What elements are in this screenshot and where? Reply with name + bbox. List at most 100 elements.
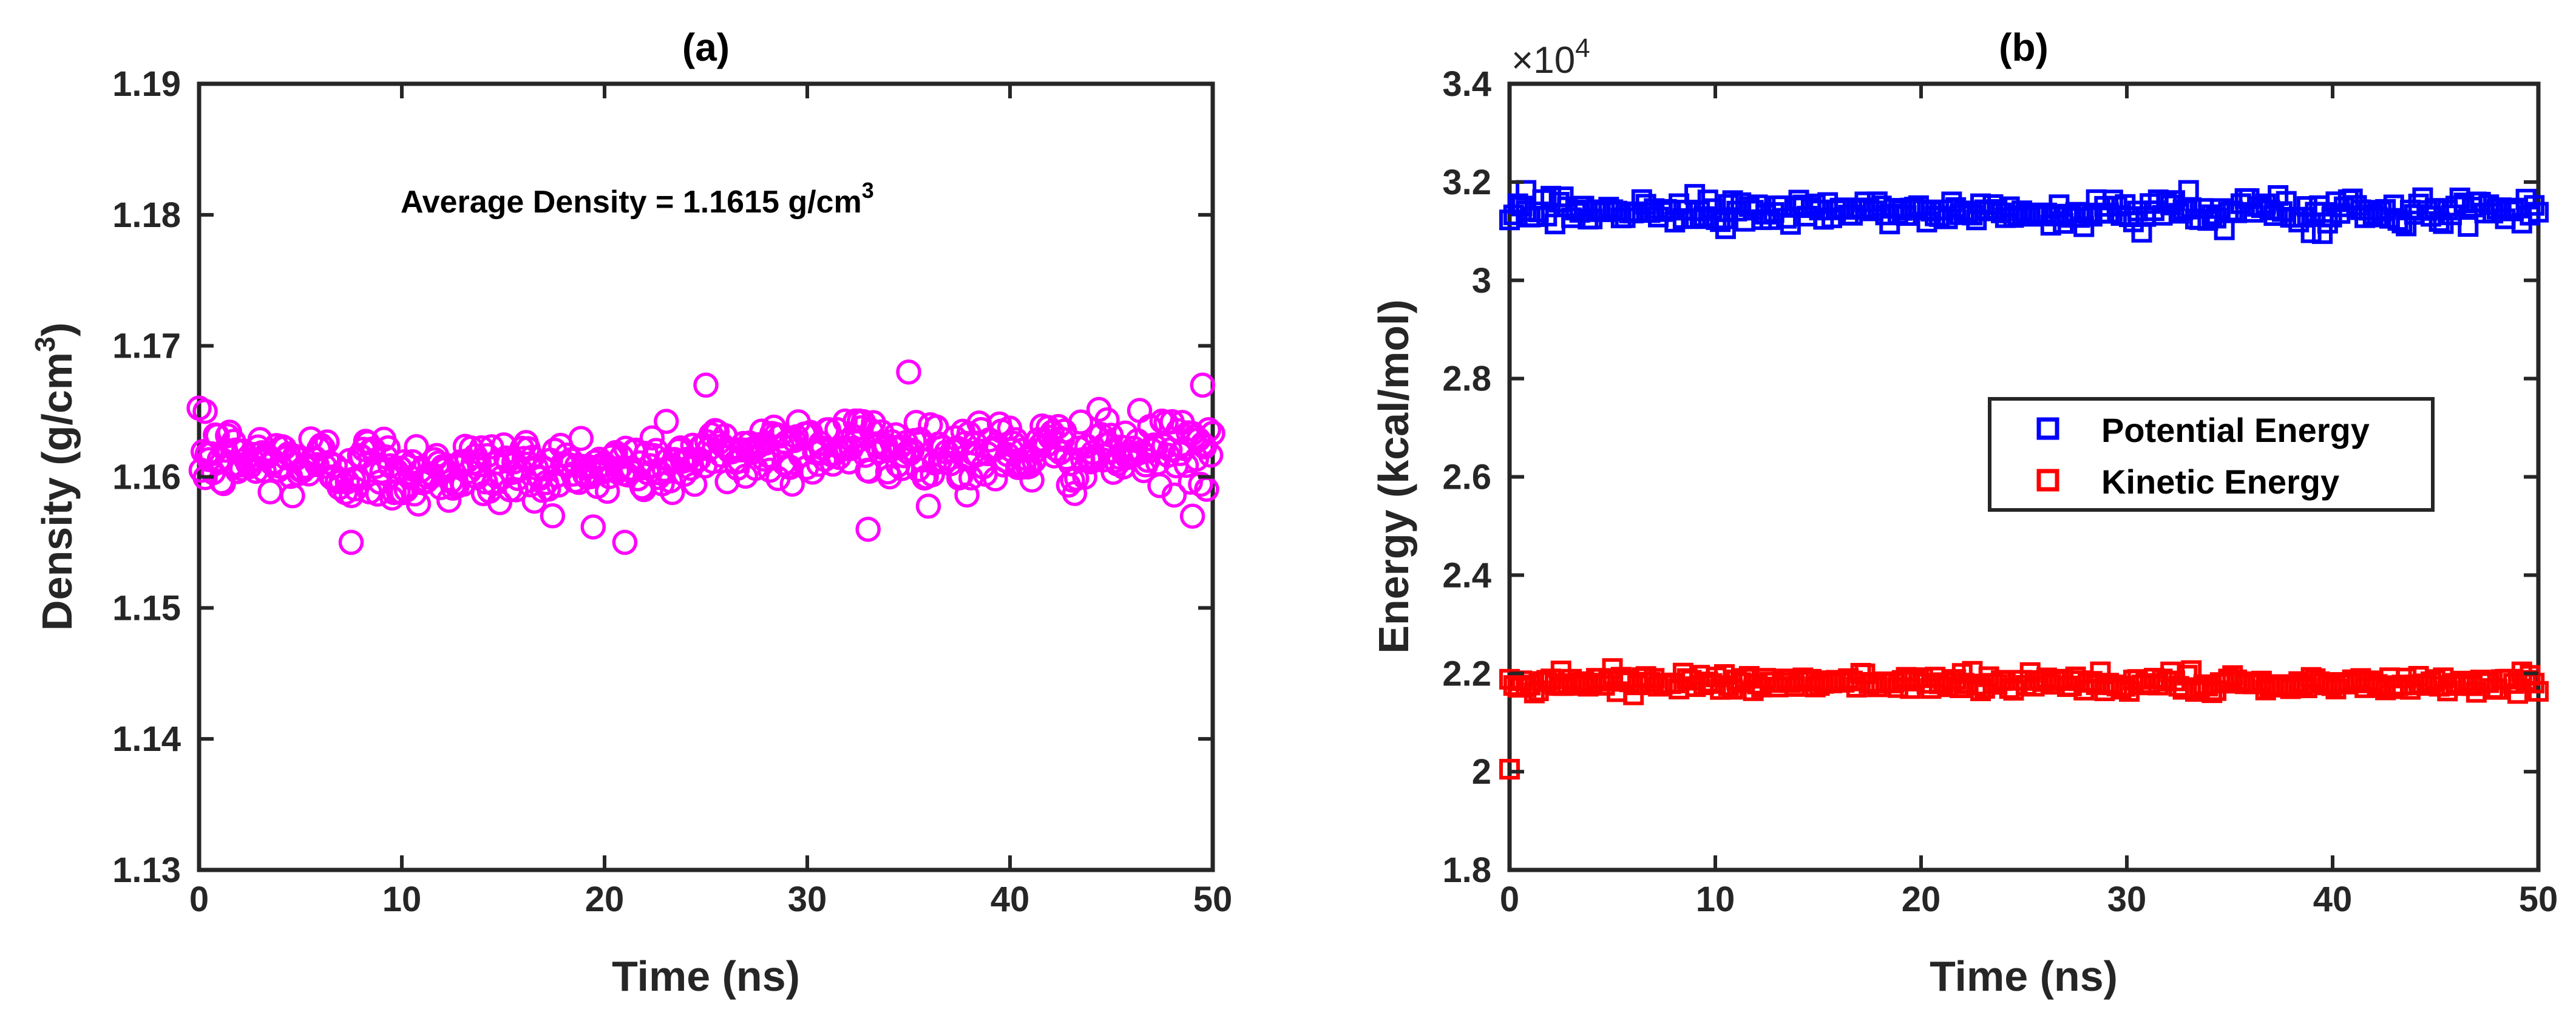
a-point [1068,409,1094,435]
a-point [212,437,239,463]
a-point [983,466,1008,492]
a-point [838,436,864,461]
scale-prefix: ×10 [1511,39,1575,81]
b-xtick-label: 40 [2313,880,2353,919]
a-ytick-label: 1.16 [112,458,181,497]
b-ytick-label: 2.2 [1442,654,1491,693]
y-axis-label-a-tail: ) [33,322,81,336]
legend-marker-kinetic-energy [2036,469,2059,492]
a-point [660,480,685,506]
a-ytick-label: 1.17 [112,327,181,366]
a-ytick-label: 1.18 [112,195,181,235]
b-ytick-label: 2 [1472,752,1491,792]
a-point [192,398,218,424]
a-point [1190,372,1216,398]
a-xtick-label: 40 [991,880,1030,919]
a-point [1178,469,1203,495]
b-xtick-label: 20 [1902,880,1941,919]
b-ytick-label: 3.2 [1442,163,1491,202]
a-point [779,471,805,497]
legend-box [1988,397,2435,512]
y-axis-label-a: Density (g/cm3) [29,322,81,631]
a-point [568,426,594,451]
b-point-1 [1550,661,1571,682]
a-xtick-label: 30 [788,880,827,919]
scale-exponent: 4 [1575,33,1590,63]
a-point [954,482,980,508]
data-points-a [186,359,1225,555]
x-axis-label-b: Time (ns) [1930,953,2118,1000]
chart-title-a: (a) [682,25,730,69]
a-point [205,423,230,449]
a-point [442,471,468,497]
b-point-0 [2528,202,2549,223]
a-point [832,408,858,434]
b-ytick-label: 3 [1472,261,1491,301]
a-point [1072,464,1097,490]
axis-ticks-b: 0 10 20 30 40 50 1.8 2 2.2 2.4 2.6 2.8 3 3.2 3.4 [1442,64,2558,919]
a-point [749,418,774,444]
b-point-0 [2178,180,2199,201]
b-point-1 [1951,663,1973,684]
a-point [1019,467,1045,493]
a-point [375,435,401,461]
legend-label-kinetic-energy: Kinetic Energy [2101,463,2339,501]
a-point [1200,421,1225,446]
a-point [767,423,793,449]
a-point [1017,453,1043,479]
b-xtick-label: 0 [1500,880,1519,919]
y-axis-label-a-sup: 3 [29,336,61,352]
a-point [1161,482,1187,508]
chart-title-b: (b) [1999,25,2049,69]
annotation-main: Average Density = 1.1615 g/cm [401,185,862,220]
a-point [915,494,941,519]
x-axis-label-a: Time (ns) [612,953,800,1000]
b-point-1 [2528,681,2549,702]
a-point [594,478,620,504]
a-point [612,529,638,555]
data-points-b [1499,180,2549,780]
a-point [1179,503,1205,529]
a-point [436,487,462,513]
b-xtick-label: 10 [1696,880,1735,919]
a-point [580,514,606,540]
axis-ticks-a: 0 10 20 30 40 50 1.13 1.14 1.15 1.16 1.17 1.18 1.19 [112,64,1232,919]
legend-marker-potential-energy [2036,417,2059,440]
b-point-0 [1516,180,1537,201]
a-ytick-label: 1.14 [112,719,181,759]
axis-scale-factor: ×104 [1511,33,1590,81]
a-ytick-label: 1.19 [112,64,181,104]
b-ytick-label: 2.6 [1442,458,1491,497]
b-xtick-label: 30 [2107,880,2147,919]
a-point [693,372,719,398]
b-ytick-label: 3.4 [1442,64,1491,104]
b-ytick-label: 1.8 [1442,851,1491,890]
a-point [855,517,881,542]
a-point [1196,416,1222,443]
y-axis-label-a-main: Density (g/cm [33,352,81,631]
legend: Potential Energy Kinetic Energy [1988,397,2435,512]
a-point [404,433,429,460]
a-point [1167,441,1193,466]
annotation-sup: 3 [862,178,874,203]
a-point [540,503,566,529]
a-xtick-label: 20 [585,880,625,919]
chart-panel-a: 0 10 20 30 40 501.131.141.151.161.171.181.19 … [29,25,1232,1000]
average-density-annotation: Average Density = 1.1615 g/cm3 [401,178,874,220]
y-axis-label-b: Energy (kcal/mol) [1370,299,1417,654]
b-point-0 [2312,223,2333,244]
b-point-0 [1715,218,1736,239]
a-point [310,435,336,461]
b-ytick-label: 2.8 [1442,359,1491,399]
a-point [1094,407,1120,433]
chart-panel-b: 0 10 20 30 40 50 1.8 2 2.2 2.4 2.6 2.8 3 3.2 3.4 (b) ×… [1370,25,2558,1000]
a-xtick-label: 0 [189,880,209,919]
a-xtick-label: 50 [1193,880,1233,919]
b-point-1 [1602,658,1623,679]
legend-label-potential-energy: Potential Energy [2101,411,2370,449]
a-xtick-label: 10 [382,880,422,919]
a-point [338,529,364,555]
a-point [639,425,665,451]
b-ytick-label: 2.4 [1442,555,1491,595]
b-xtick-label: 50 [2519,880,2558,919]
